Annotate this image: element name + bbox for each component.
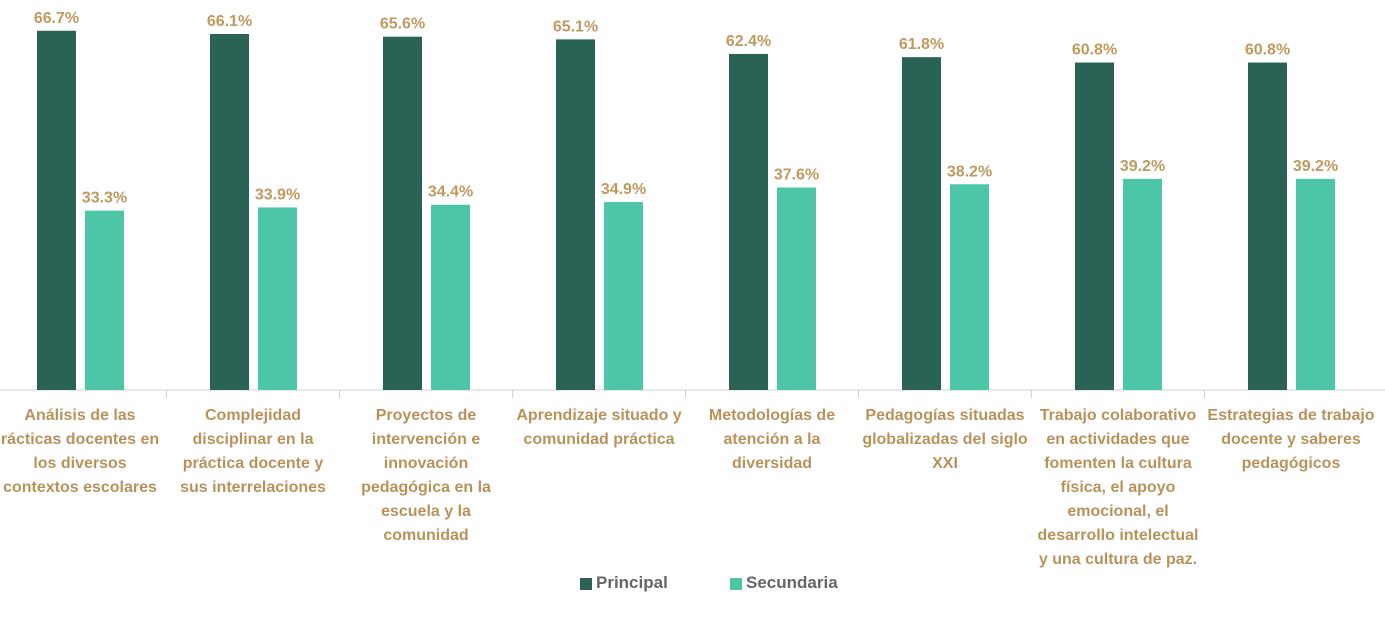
value-label: 34.4% — [428, 184, 473, 201]
x-tick-label: Trabajo colaborativo en actividades que … — [1037, 407, 1199, 568]
value-label: 39.2% — [1120, 158, 1165, 175]
bar — [950, 184, 989, 390]
bar — [258, 207, 297, 390]
bar — [85, 210, 124, 390]
legend-swatch — [580, 578, 592, 590]
x-tick-label: Metodologías de atención a la diversidad — [708, 407, 836, 472]
value-label: 37.6% — [774, 166, 819, 183]
value-label: 65.6% — [380, 16, 425, 33]
value-label: 33.9% — [255, 186, 300, 203]
x-tick-label: Aprendizaje situado y comunidad práctica — [516, 407, 682, 448]
bar — [902, 57, 941, 391]
bar — [556, 39, 595, 390]
bar — [1248, 62, 1287, 390]
bar — [37, 30, 76, 390]
value-label: 65.1% — [553, 18, 598, 35]
value-label: 33.3% — [82, 190, 127, 207]
bar — [604, 202, 643, 390]
x-tick-label: Proyectos de intervención e innovación p… — [361, 407, 491, 544]
x-tick-label: Estrategias de trabajo docente y saberes… — [1207, 407, 1375, 472]
bar — [210, 34, 249, 391]
bar — [431, 204, 470, 390]
value-label: 62.4% — [726, 33, 771, 50]
legend-label: Secundaria — [746, 573, 838, 592]
x-tick-label: Pedagogías situadas globalizadas del sig… — [862, 407, 1028, 472]
value-label: 61.8% — [899, 36, 944, 53]
bar — [1075, 62, 1114, 390]
bar — [383, 36, 422, 390]
bar — [1296, 178, 1335, 390]
bar — [1123, 178, 1162, 390]
value-label: 34.9% — [601, 181, 646, 198]
x-tick-label: Complejidad disciplinar en la práctica d… — [180, 407, 326, 496]
value-label: 66.1% — [207, 13, 252, 30]
legend-label: Principal — [596, 573, 668, 592]
value-label: 60.8% — [1245, 42, 1290, 59]
value-label: 66.7% — [34, 10, 79, 27]
bar — [729, 53, 768, 390]
value-label: 39.2% — [1293, 158, 1338, 175]
value-label: 38.2% — [947, 163, 992, 180]
legend-swatch — [730, 578, 742, 590]
bar — [777, 187, 816, 390]
x-tick-label: Análisis de las rácticas docentes en los… — [0, 407, 160, 496]
value-label: 60.8% — [1072, 42, 1117, 59]
